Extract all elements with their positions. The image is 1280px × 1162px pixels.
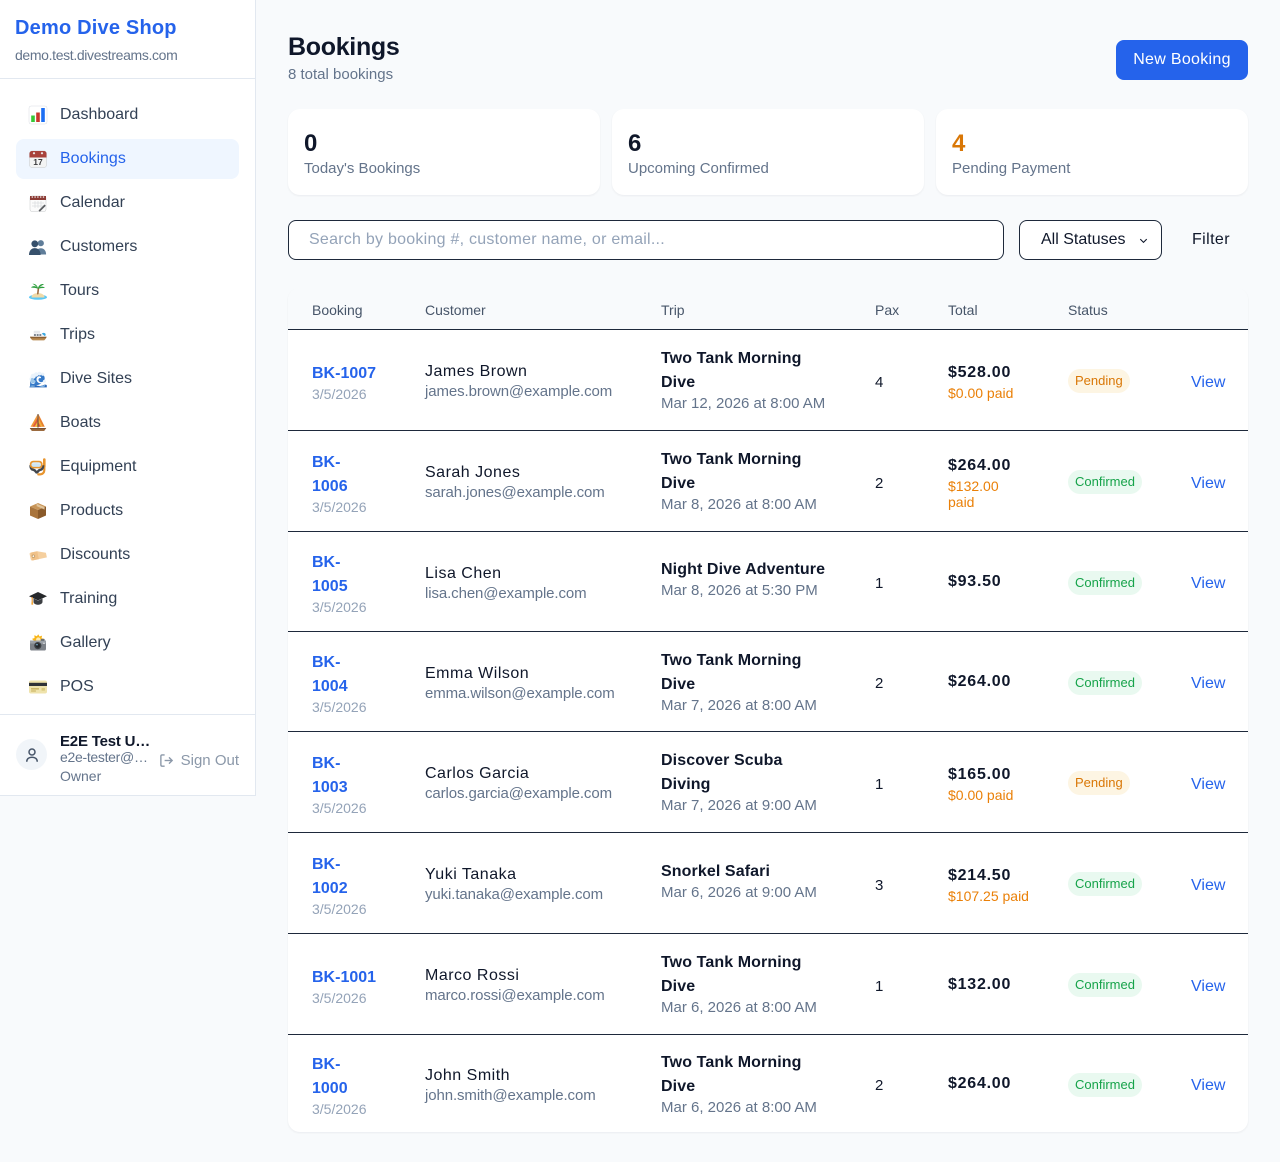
svg-text:17: 17	[33, 157, 43, 167]
